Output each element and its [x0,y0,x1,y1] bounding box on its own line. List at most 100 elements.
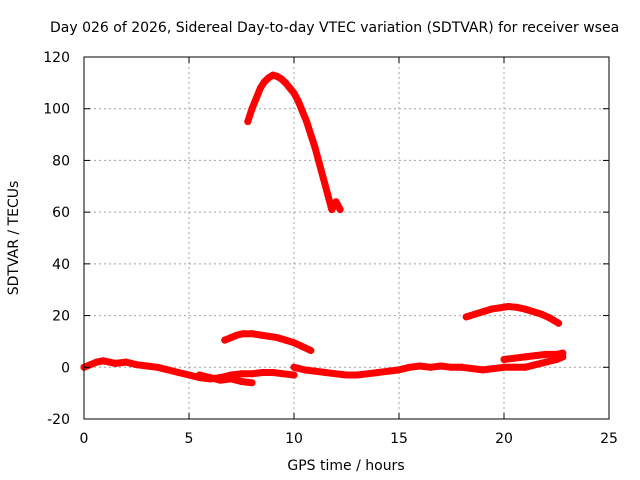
data-point [105,358,113,366]
y-tick-label: 120 [43,50,70,66]
data-point [529,308,537,316]
data-point [353,371,361,379]
data-point [521,363,529,371]
data-point [112,359,119,367]
x-axis-label: GPS time / hours [287,458,404,474]
data-series [80,71,567,387]
data-point [319,175,327,183]
data-point [294,97,302,105]
data-point [256,331,264,339]
y-tick-label: 20 [52,309,70,325]
x-tick-label: 25 [600,431,618,447]
data-point [324,190,332,198]
data-point [538,310,546,318]
data-point [559,349,567,357]
x-tick-label: 15 [390,431,408,447]
data-point [93,358,101,366]
x-tick-label: 0 [80,431,89,447]
data-point [301,366,308,374]
data-point [99,357,107,365]
data-point [490,365,497,373]
data-point [307,346,315,354]
data-point [315,159,323,167]
data-point [143,362,151,370]
data-point [286,84,294,92]
data-point [133,361,140,369]
data-point [311,144,319,151]
data-point [343,371,350,379]
axis-ticks: 0 5 10 15 20 25 -20 0 20 40 60 80 100 120 [43,50,618,447]
data-point [406,363,413,371]
data-point [448,363,455,371]
data-point [206,374,214,382]
data-point [298,107,306,115]
data-point [479,366,487,374]
data-point [248,379,256,387]
data-point [504,303,512,311]
x-tick-label: 10 [285,431,303,447]
data-point [290,339,298,347]
data-point [500,363,508,371]
data-point [233,331,241,339]
data-point [364,370,371,378]
data-point [322,368,329,376]
data-point [437,362,445,370]
x-tick-label: 20 [495,431,513,447]
data-point [282,336,290,344]
data-point [427,363,434,371]
data-point [86,361,94,369]
data-point [385,367,392,375]
data-point [328,206,336,214]
data-point [248,330,256,338]
data-point [265,332,273,340]
data-point [555,319,563,327]
y-tick-label: -20 [47,412,70,428]
data-point [332,370,340,378]
data-point [471,310,479,318]
data-point [252,94,260,102]
data-point [248,370,256,378]
data-point [269,368,277,376]
y-tick-label: 80 [52,153,70,169]
data-point [511,363,518,371]
data-point [479,308,487,316]
data-point [238,370,245,378]
data-point [298,343,306,351]
y-tick-label: 0 [61,360,70,376]
data-point [122,358,130,366]
y-tick-label: 100 [43,102,70,118]
y-axis-label: SDTVAR / TECUs [6,181,22,296]
y-tick-label: 40 [52,257,70,273]
data-point [532,352,539,360]
data-point [290,371,298,379]
data-point [500,356,508,364]
data-point [238,378,245,386]
data-point [521,353,529,361]
x-tick-label: 5 [185,431,194,447]
data-point [416,362,424,370]
data-point [511,354,518,362]
data-point [290,89,298,97]
data-point [546,314,554,322]
data-point [221,336,229,344]
data-point [280,370,287,378]
data-point [542,350,550,358]
data-point [227,375,235,383]
data-point [374,368,382,376]
data-point [521,305,529,313]
data-point [303,118,311,126]
y-tick-label: 60 [52,205,70,221]
data-point [164,366,172,374]
data-point [256,84,264,92]
data-point [282,79,290,87]
data-point [185,371,193,379]
data-point [332,198,340,206]
data-point [458,363,466,371]
data-point [336,206,344,214]
data-point [217,376,224,384]
data-point [290,363,298,371]
data-point [196,371,203,379]
data-point [487,305,495,313]
data-point [532,361,539,369]
